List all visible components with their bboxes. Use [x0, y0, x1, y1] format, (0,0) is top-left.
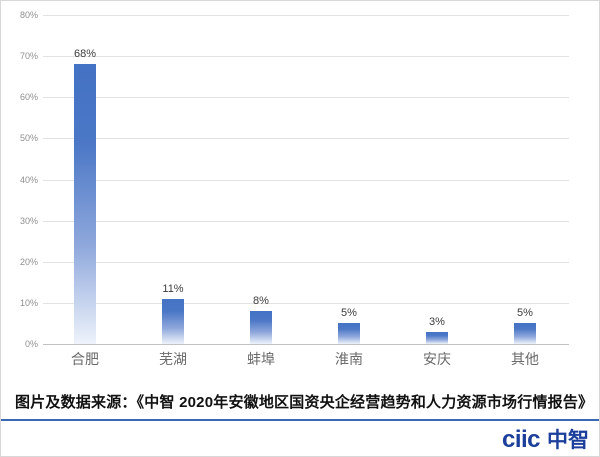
y-tick-label: 80%	[19, 10, 38, 20]
bar-value-label: 5%	[341, 307, 357, 320]
x-axis-line	[43, 344, 569, 345]
chart-bar	[74, 64, 96, 344]
chart-bar	[426, 331, 448, 344]
category-label: 蚌埠	[247, 351, 275, 367]
y-tick-label: 10%	[19, 297, 38, 308]
divider-line	[1, 419, 599, 421]
gridline	[43, 138, 569, 140]
y-tick-label: 20%	[19, 256, 38, 267]
source-caption: 图片及数据来源：《中智 2020年安徽地区国资央企经营趋势和人力资源市场行情报告…	[15, 394, 594, 411]
category-label: 其他	[511, 351, 539, 367]
y-tick-label: 60%	[19, 92, 38, 103]
chart-bar	[250, 311, 272, 344]
category-label: 芜湖	[159, 351, 187, 367]
category-label: 合肥	[71, 351, 99, 367]
bar-value-label: 11%	[162, 282, 184, 295]
y-tick-label: 0%	[24, 339, 38, 349]
gridline	[43, 97, 569, 99]
bar-chart: 80% 70% 60% 50% 40% 30% 20% 10% 0% 68% 合肥 11% 芜湖 8% 蚌埠…	[1, 1, 599, 381]
chart-bar	[338, 323, 360, 344]
y-tick-label: 50%	[19, 133, 38, 144]
chart-bar	[514, 323, 536, 344]
gridline	[43, 302, 569, 304]
gridline	[43, 220, 569, 222]
ciic-logo: ciic 中智	[502, 424, 589, 454]
gridline	[43, 261, 569, 263]
bar-value-label: 8%	[253, 295, 269, 308]
gridline	[43, 15, 569, 16]
chart-bar	[162, 298, 184, 344]
bar-value-label: 5%	[517, 307, 533, 320]
gridline	[43, 56, 569, 58]
bar-value-label: 3%	[429, 315, 445, 328]
ciic-logo-latin: ciic	[501, 426, 541, 453]
gridline	[43, 179, 569, 181]
category-label: 安庆	[423, 351, 451, 367]
y-tick-label: 30%	[19, 215, 38, 226]
y-tick-label: 40%	[19, 174, 38, 185]
bar-value-label: 68%	[73, 48, 97, 61]
category-label: 淮南	[335, 351, 363, 367]
y-tick-label: 70%	[19, 51, 38, 62]
ciic-logo-chinese: 中智	[547, 429, 589, 452]
